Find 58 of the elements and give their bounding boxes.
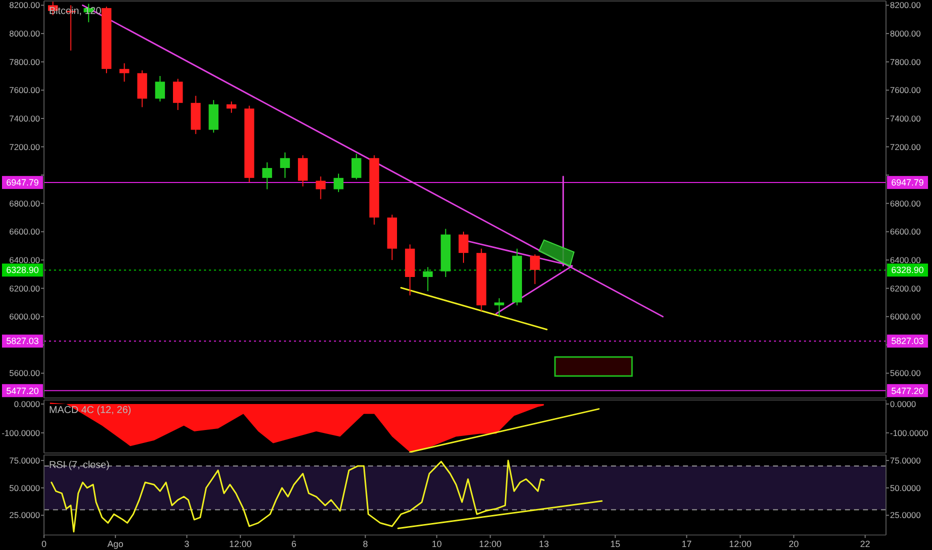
x-tick-label: 6 — [291, 539, 296, 549]
x-tick-label: 0 — [41, 539, 47, 549]
y-tick-label: 0.0000 — [14, 399, 40, 410]
y-tick-label: 6600.00 — [9, 226, 40, 237]
x-tick-label: 12:00 — [479, 539, 502, 549]
y-tick-label: 8200.00 — [9, 0, 40, 10]
y-tick-label: 7800.00 — [9, 56, 40, 67]
x-tick-label: 22 — [860, 539, 870, 549]
y2-tick-label: 75.0000 — [890, 455, 921, 466]
y-tick-label: 25.0000 — [9, 510, 40, 520]
text: 6947.79 — [891, 178, 924, 188]
ref-line-label: 6328.90 — [6, 265, 39, 276]
x-tick-label: 10 — [432, 539, 442, 549]
y2-tick-label: 6800.00 — [890, 198, 921, 208]
y-tick-label: 75.0000 — [9, 455, 40, 466]
x-tick-label: 20 — [788, 539, 799, 549]
y2-tick-label: 50.0000 — [890, 482, 921, 493]
y2-tick-label: 6000.00 — [890, 312, 921, 322]
x-tick-label: 15 — [610, 539, 620, 549]
y2-tick-label: 7800.00 — [890, 56, 921, 67]
y2-tick-label: 25.0000 — [890, 510, 921, 520]
x-tick-label: 12:00 — [728, 539, 752, 549]
text: MACD 4C (12, 26) — [49, 405, 132, 416]
x-tick-label: 17 — [682, 539, 692, 549]
y-tick-label: 6400.00 — [9, 254, 40, 265]
y-tick-label: 7200.00 — [9, 142, 40, 152]
y-tick-label: 50.0000 — [9, 482, 40, 493]
y-tick-label: 8000.00 — [9, 28, 40, 39]
y-tick-label: 5600.00 — [9, 368, 40, 378]
text: 5827.03 — [891, 336, 924, 346]
y2-tick-label: 8000.00 — [890, 28, 921, 39]
y2-tick-label: 7600.00 — [890, 85, 921, 96]
y-tick-label: 6800.00 — [9, 198, 40, 208]
x-tick-label: 13 — [538, 539, 549, 549]
y2-tick-label: 6200.00 — [890, 283, 921, 294]
x-tick-label: 3 — [184, 539, 190, 549]
x-tick-label: Ago — [107, 539, 124, 549]
y2-tick-label: 7200.00 — [890, 142, 921, 152]
y2-tick-label: 5600.00 — [890, 368, 921, 378]
text: RSI (7, close) — [49, 460, 110, 471]
ref-line-label: 5827.03 — [6, 336, 39, 346]
y2-tick-label: 6400.00 — [890, 254, 921, 265]
ref-line-label: 5477.20 — [6, 386, 39, 396]
x-tick-label: 8 — [362, 539, 368, 549]
y-tick-label: 7400.00 — [9, 113, 40, 124]
y2-tick-label: 0.0000 — [890, 399, 916, 410]
y-tick-label: 6200.00 — [9, 283, 40, 294]
y-tick-label: 7600.00 — [9, 85, 40, 96]
y2-tick-label: -100.0000 — [890, 428, 929, 438]
y2-tick-label: 6600.00 — [890, 226, 921, 237]
y2-tick-label: 7400.00 — [890, 113, 921, 124]
text: 6328.90 — [891, 265, 924, 276]
text: 5477.20 — [891, 386, 924, 396]
ref-line-label: 6947.79 — [6, 178, 39, 188]
y2-tick-label: 8200.00 — [890, 0, 921, 10]
y-tick-label: 6000.00 — [9, 312, 40, 322]
x-tick-label: 12:00 — [229, 539, 252, 549]
y-tick-label: -100.0000 — [2, 428, 40, 438]
